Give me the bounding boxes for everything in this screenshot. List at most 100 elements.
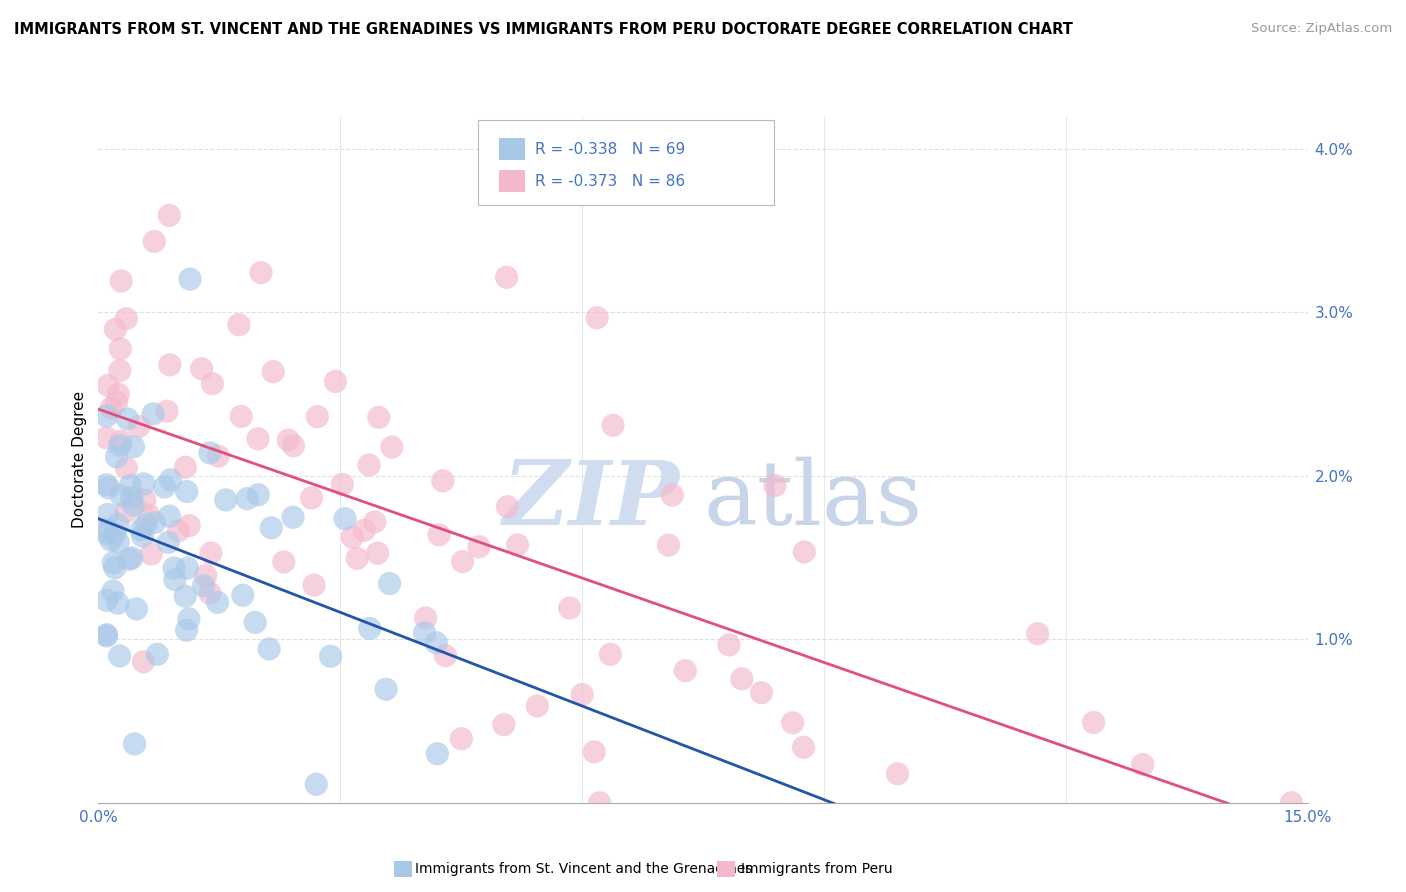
Point (96, 409, 118, 423)
Point (105, 450, 128, 464)
Point (273, 555, 295, 569)
Point (159, 509, 181, 524)
Point (97, 481, 120, 495)
Point (571, 688, 593, 702)
Point (108, 364, 131, 378)
Point (201, 376, 224, 391)
Point (96, 477, 118, 491)
Point (107, 517, 129, 532)
Point (179, 518, 201, 533)
Point (1281, 796, 1303, 810)
Point (367, 410, 389, 425)
Point (450, 731, 472, 746)
Point (793, 740, 815, 755)
Point (586, 310, 609, 325)
Point (121, 551, 143, 566)
Point (138, 508, 160, 522)
Point (107, 596, 129, 610)
Point (260, 521, 283, 535)
Point (96, 508, 118, 522)
Point (342, 530, 364, 544)
Point (122, 498, 145, 512)
Point (346, 551, 368, 566)
Point (657, 538, 679, 552)
Point (599, 648, 621, 662)
Point (115, 461, 138, 475)
Point (301, 491, 323, 505)
Point (200, 546, 222, 560)
Point (717, 638, 740, 652)
Point (143, 235, 166, 249)
Text: atlas: atlas (703, 457, 922, 544)
Point (247, 488, 270, 502)
Point (468, 540, 491, 554)
Point (302, 578, 325, 592)
Point (101, 556, 124, 570)
Point (198, 446, 221, 460)
Point (96, 526, 118, 541)
Point (115, 311, 138, 326)
Point (174, 460, 197, 475)
Point (108, 648, 131, 663)
Point (156, 404, 179, 418)
Point (120, 478, 142, 492)
Text: IMMIGRANTS FROM ST. VINCENT AND THE GRENADINES VS IMMIGRANTS FROM PERU DOCTORATE: IMMIGRANTS FROM ST. VINCENT AND THE GREN… (14, 22, 1073, 37)
Point (378, 576, 401, 591)
Point (118, 552, 141, 566)
Point (673, 664, 696, 678)
Point (588, 796, 610, 810)
Point (262, 365, 284, 379)
Point (121, 491, 143, 505)
Point (364, 515, 387, 529)
Point (142, 407, 165, 421)
Point (793, 545, 815, 559)
Point (159, 358, 181, 372)
Point (602, 418, 624, 433)
Point (110, 434, 132, 449)
Point (583, 745, 606, 759)
Point (413, 625, 436, 640)
Point (886, 766, 908, 780)
Point (425, 636, 447, 650)
Point (96, 628, 118, 642)
Point (96, 523, 118, 537)
Point (1132, 757, 1154, 772)
Point (506, 538, 529, 552)
Point (132, 655, 155, 669)
Text: Immigrants from St. Vincent and the Grenadines: Immigrants from St. Vincent and the Gren… (415, 862, 752, 876)
Point (283, 439, 305, 453)
Point (115, 505, 138, 519)
Point (104, 322, 127, 336)
Point (134, 493, 156, 508)
Point (243, 615, 266, 630)
Point (143, 516, 166, 530)
Point (110, 342, 132, 356)
Point (305, 777, 328, 791)
Point (357, 458, 380, 472)
Point (141, 547, 163, 561)
Point (232, 588, 254, 602)
Point (163, 573, 186, 587)
Point (157, 208, 180, 222)
Point (495, 270, 517, 285)
Point (176, 561, 198, 575)
Point (319, 649, 342, 664)
Point (1083, 715, 1105, 730)
Point (179, 272, 201, 286)
Point (228, 318, 250, 332)
Point (492, 717, 515, 731)
Point (157, 535, 180, 549)
Point (426, 747, 449, 761)
Point (135, 517, 157, 532)
Point (250, 266, 273, 280)
Point (122, 440, 145, 454)
Text: Immigrants from Peru: Immigrants from Peru (741, 862, 893, 876)
Point (325, 375, 347, 389)
Point (198, 586, 221, 600)
Point (434, 648, 457, 663)
Point (101, 584, 124, 599)
Point (108, 438, 131, 452)
Point (731, 672, 754, 686)
Point (190, 361, 212, 376)
Point (110, 274, 132, 288)
